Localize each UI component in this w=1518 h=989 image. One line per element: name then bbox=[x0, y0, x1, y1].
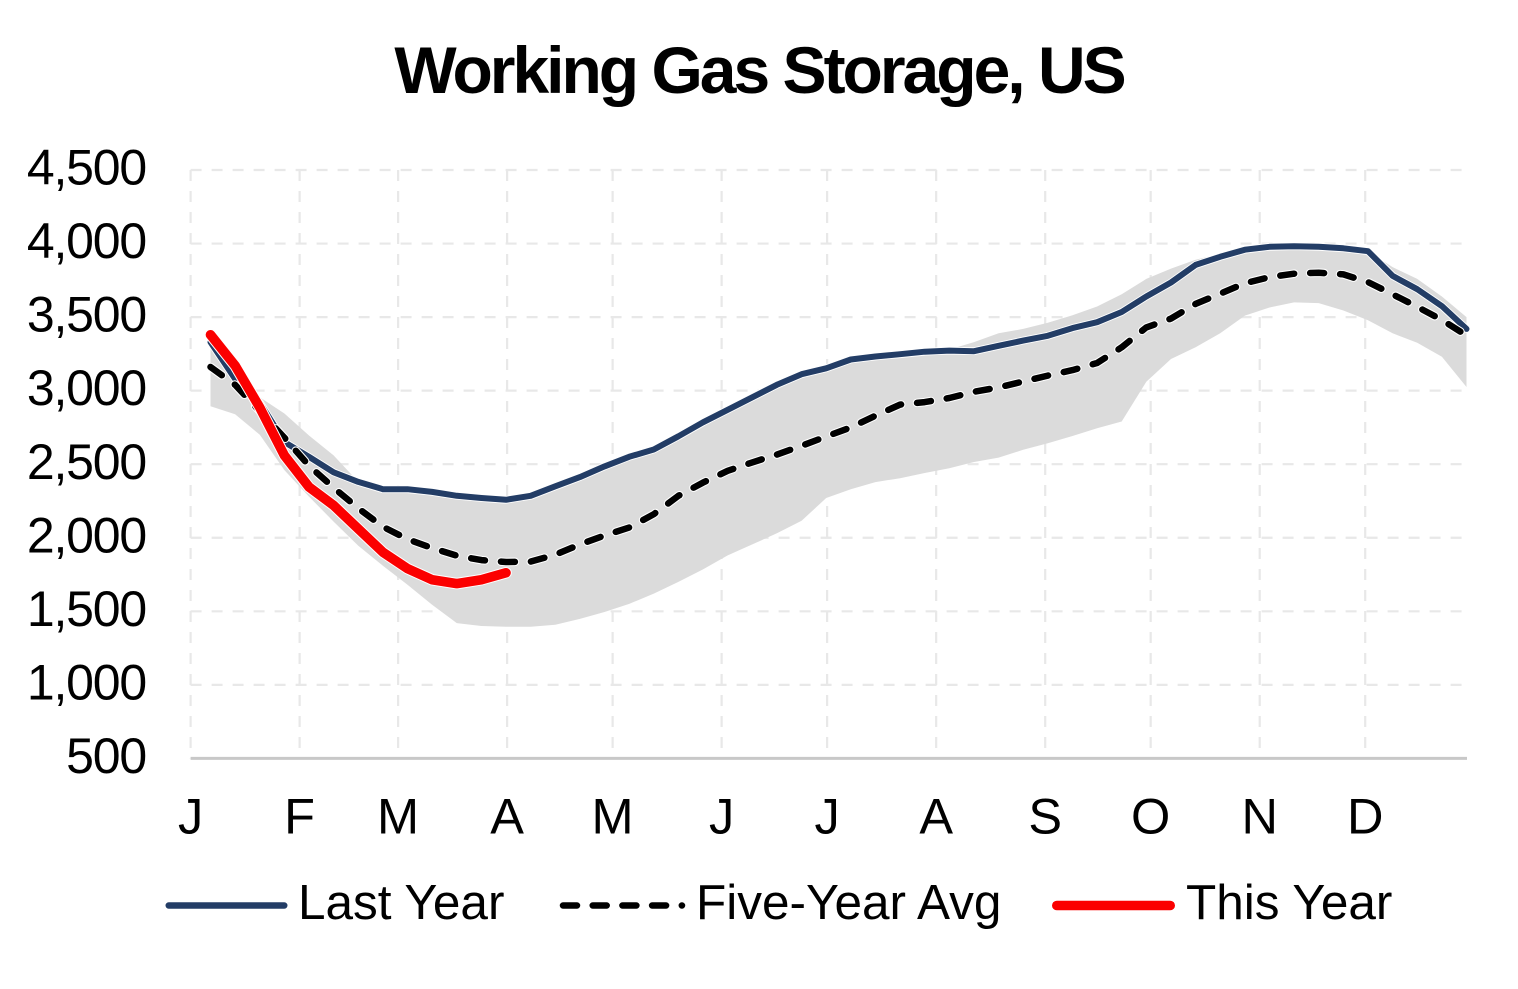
svg-text:N: N bbox=[1241, 788, 1277, 845]
svg-text:M: M bbox=[592, 788, 634, 845]
svg-text:J: J bbox=[709, 788, 734, 845]
svg-text:Five-Year Avg: Five-Year Avg bbox=[696, 875, 1001, 930]
svg-text:M: M bbox=[377, 788, 419, 845]
svg-text:Last Year: Last Year bbox=[298, 875, 504, 930]
svg-text:1,500: 1,500 bbox=[27, 581, 146, 637]
svg-text:2,500: 2,500 bbox=[27, 434, 146, 490]
svg-text:3,500: 3,500 bbox=[27, 287, 146, 343]
svg-text:O: O bbox=[1131, 788, 1170, 845]
svg-text:1,000: 1,000 bbox=[27, 655, 146, 711]
svg-text:F: F bbox=[284, 788, 315, 845]
svg-text:J: J bbox=[814, 788, 839, 845]
svg-text:D: D bbox=[1347, 788, 1383, 845]
svg-text:S: S bbox=[1028, 788, 1062, 845]
svg-text:Working Gas Storage, US: Working Gas Storage, US bbox=[394, 33, 1124, 107]
svg-text:500: 500 bbox=[66, 728, 146, 784]
svg-text:4,500: 4,500 bbox=[27, 140, 146, 196]
svg-text:2,000: 2,000 bbox=[27, 507, 146, 563]
svg-text:This Year: This Year bbox=[1186, 875, 1392, 930]
svg-text:A: A bbox=[490, 788, 524, 845]
svg-text:4,000: 4,000 bbox=[27, 213, 146, 269]
svg-text:3,000: 3,000 bbox=[27, 360, 146, 416]
svg-text:A: A bbox=[919, 788, 953, 845]
svg-text:J: J bbox=[178, 788, 203, 845]
